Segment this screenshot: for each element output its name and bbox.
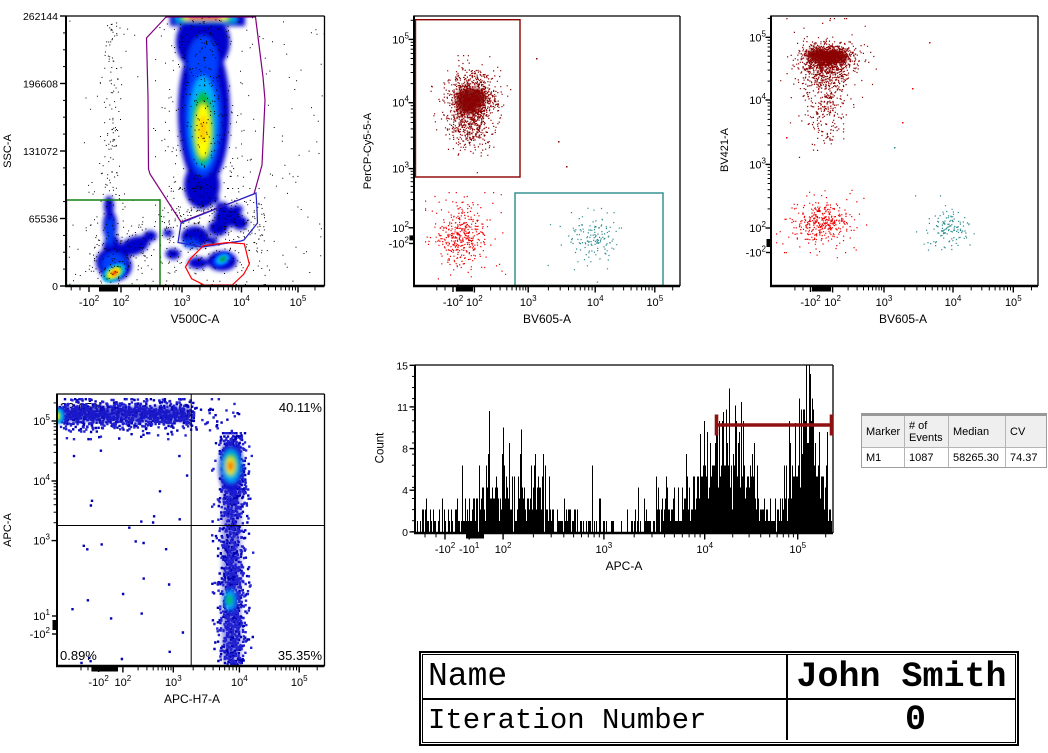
- svg-text:-102: -102: [389, 236, 410, 251]
- svg-text:65536: 65536: [29, 214, 58, 226]
- svg-text:-102: -102: [800, 294, 821, 309]
- svg-text:103: 103: [876, 294, 893, 309]
- svg-text:15: 15: [396, 360, 408, 372]
- svg-text:102: 102: [466, 294, 483, 309]
- svg-text:102: 102: [495, 541, 512, 556]
- svg-text:105: 105: [33, 413, 50, 428]
- svg-text:105: 105: [789, 541, 806, 556]
- svg-text:4: 4: [402, 485, 408, 497]
- svg-text:103: 103: [174, 294, 191, 309]
- svg-text:105: 105: [291, 674, 308, 689]
- svg-text:APC-A: APC-A: [606, 559, 643, 573]
- svg-text:104: 104: [231, 674, 248, 689]
- svg-text:Count: Count: [375, 432, 387, 463]
- svg-text:102: 102: [824, 294, 841, 309]
- svg-text:104: 104: [587, 294, 604, 309]
- svg-text:PerCP-Cy5-5-A: PerCP-Cy5-5-A: [362, 112, 374, 189]
- svg-text:104: 104: [233, 294, 250, 309]
- svg-text:105: 105: [749, 29, 766, 44]
- svg-text:BV421-A: BV421-A: [719, 127, 731, 172]
- svg-text:V500C-A: V500C-A: [171, 312, 220, 326]
- svg-text:APC-A: APC-A: [2, 513, 14, 547]
- svg-text:0: 0: [52, 281, 58, 293]
- svg-text:102: 102: [115, 674, 132, 689]
- svg-text:102: 102: [392, 220, 409, 235]
- svg-text:105: 105: [1005, 294, 1022, 309]
- svg-text:262144: 262144: [23, 11, 58, 23]
- svg-text:103: 103: [33, 533, 50, 548]
- svg-text:0: 0: [402, 527, 408, 539]
- svg-text:BV605-A: BV605-A: [523, 312, 571, 326]
- svg-text:-102: -102: [30, 626, 51, 641]
- svg-text:104: 104: [33, 473, 50, 488]
- svg-text:0.89%: 0.89%: [60, 648, 97, 663]
- svg-text:101: 101: [33, 608, 50, 623]
- svg-text:-102: -102: [88, 674, 109, 689]
- svg-text:105: 105: [646, 294, 663, 309]
- svg-text:103: 103: [520, 294, 537, 309]
- svg-text:103: 103: [392, 161, 409, 176]
- svg-text:103: 103: [749, 156, 766, 171]
- svg-text:131072: 131072: [23, 146, 58, 158]
- svg-text:102: 102: [749, 220, 766, 235]
- svg-text:104: 104: [392, 95, 409, 110]
- svg-text:196608: 196608: [23, 79, 58, 91]
- svg-text:102: 102: [113, 294, 130, 309]
- svg-text:SSC-A: SSC-A: [2, 134, 14, 168]
- svg-text:103: 103: [165, 674, 182, 689]
- svg-text:104: 104: [945, 294, 962, 309]
- svg-text:105: 105: [392, 31, 409, 46]
- svg-text:103: 103: [596, 541, 613, 556]
- svg-text:35.35%: 35.35%: [278, 648, 323, 663]
- svg-text:-101: -101: [459, 541, 480, 556]
- svg-text:11: 11: [397, 402, 408, 414]
- svg-text:8: 8: [402, 444, 408, 456]
- svg-text:-102: -102: [443, 294, 464, 309]
- svg-text:104: 104: [749, 92, 766, 107]
- svg-text:104: 104: [696, 541, 713, 556]
- svg-text:105: 105: [290, 294, 307, 309]
- svg-text:-102: -102: [746, 245, 767, 260]
- svg-text:APC-H7-A: APC-H7-A: [164, 692, 220, 706]
- svg-text:40.11%: 40.11%: [279, 400, 323, 415]
- svg-text:BV605-A: BV605-A: [879, 312, 927, 326]
- svg-text:-102: -102: [79, 294, 100, 309]
- svg-text:-102: -102: [435, 541, 456, 556]
